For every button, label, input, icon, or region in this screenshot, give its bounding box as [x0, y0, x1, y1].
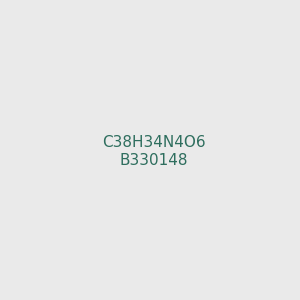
Text: C38H34N4O6
B330148: C38H34N4O6 B330148 — [102, 135, 206, 168]
